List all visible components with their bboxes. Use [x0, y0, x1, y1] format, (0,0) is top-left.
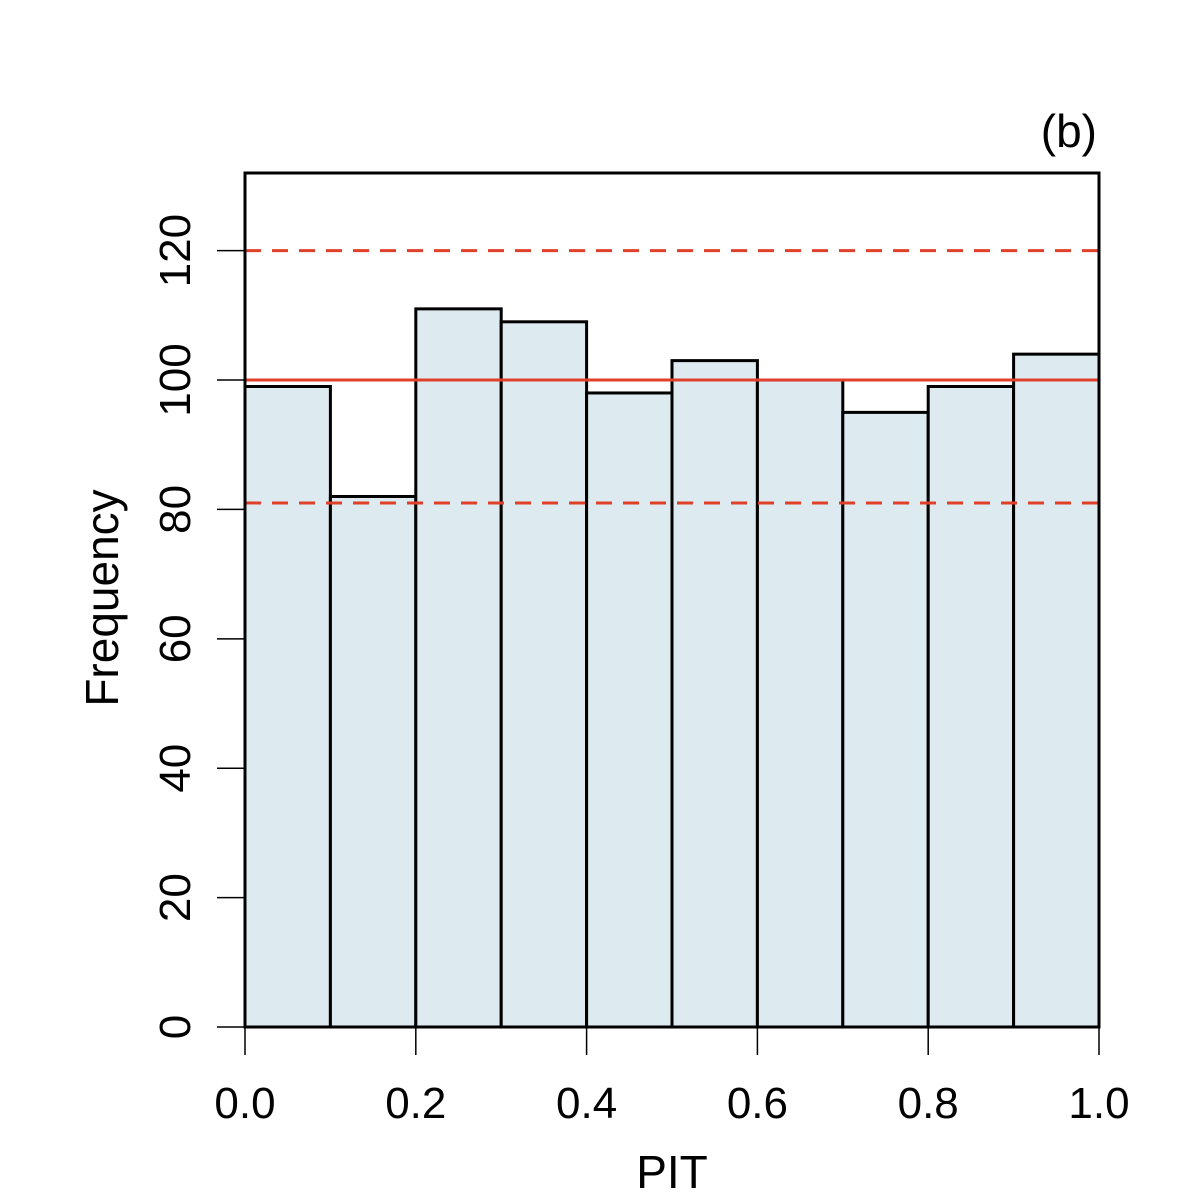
histogram-bar [414, 307, 503, 1029]
histogram-bar [670, 359, 759, 1029]
x-tick-label: 0.8 [898, 1079, 959, 1128]
y-tick-label: 20 [151, 873, 200, 922]
histogram-bars [243, 307, 1101, 1029]
y-tick-label: 40 [151, 744, 200, 793]
x-tick-label: 0.2 [385, 1079, 446, 1128]
histogram-bar [1012, 352, 1101, 1029]
panel-label: (b) [1041, 105, 1097, 157]
x-axis: 0.0 0.2 0.4 0.6 0.8 1.0 [214, 1027, 1130, 1128]
y-axis: 0 20 40 60 80 100 120 [151, 214, 245, 1039]
histogram-bar [243, 385, 332, 1029]
histogram-bar [755, 378, 845, 1029]
y-tick-label: 60 [151, 614, 200, 663]
histogram-bar [585, 391, 674, 1029]
y-tick-label: 100 [151, 343, 200, 416]
plot-frame [243, 171, 1101, 1029]
y-axis-title: Frequency [76, 489, 128, 706]
histogram-bar [926, 385, 1016, 1029]
x-tick-label: 0.0 [214, 1079, 275, 1128]
x-tick-label: 1.0 [1068, 1079, 1129, 1128]
x-axis-title: PIT [636, 1146, 708, 1198]
histogram-bar [841, 410, 930, 1029]
y-tick-label: 0 [151, 1015, 200, 1039]
x-tick-label: 0.4 [556, 1079, 617, 1128]
x-tick-label: 0.6 [727, 1079, 788, 1128]
y-tick-label: 120 [151, 214, 200, 287]
histogram-bar [499, 320, 589, 1029]
y-tick-label: 80 [151, 485, 200, 534]
histogram-bar [328, 494, 418, 1029]
reference-lines [245, 249, 1099, 505]
